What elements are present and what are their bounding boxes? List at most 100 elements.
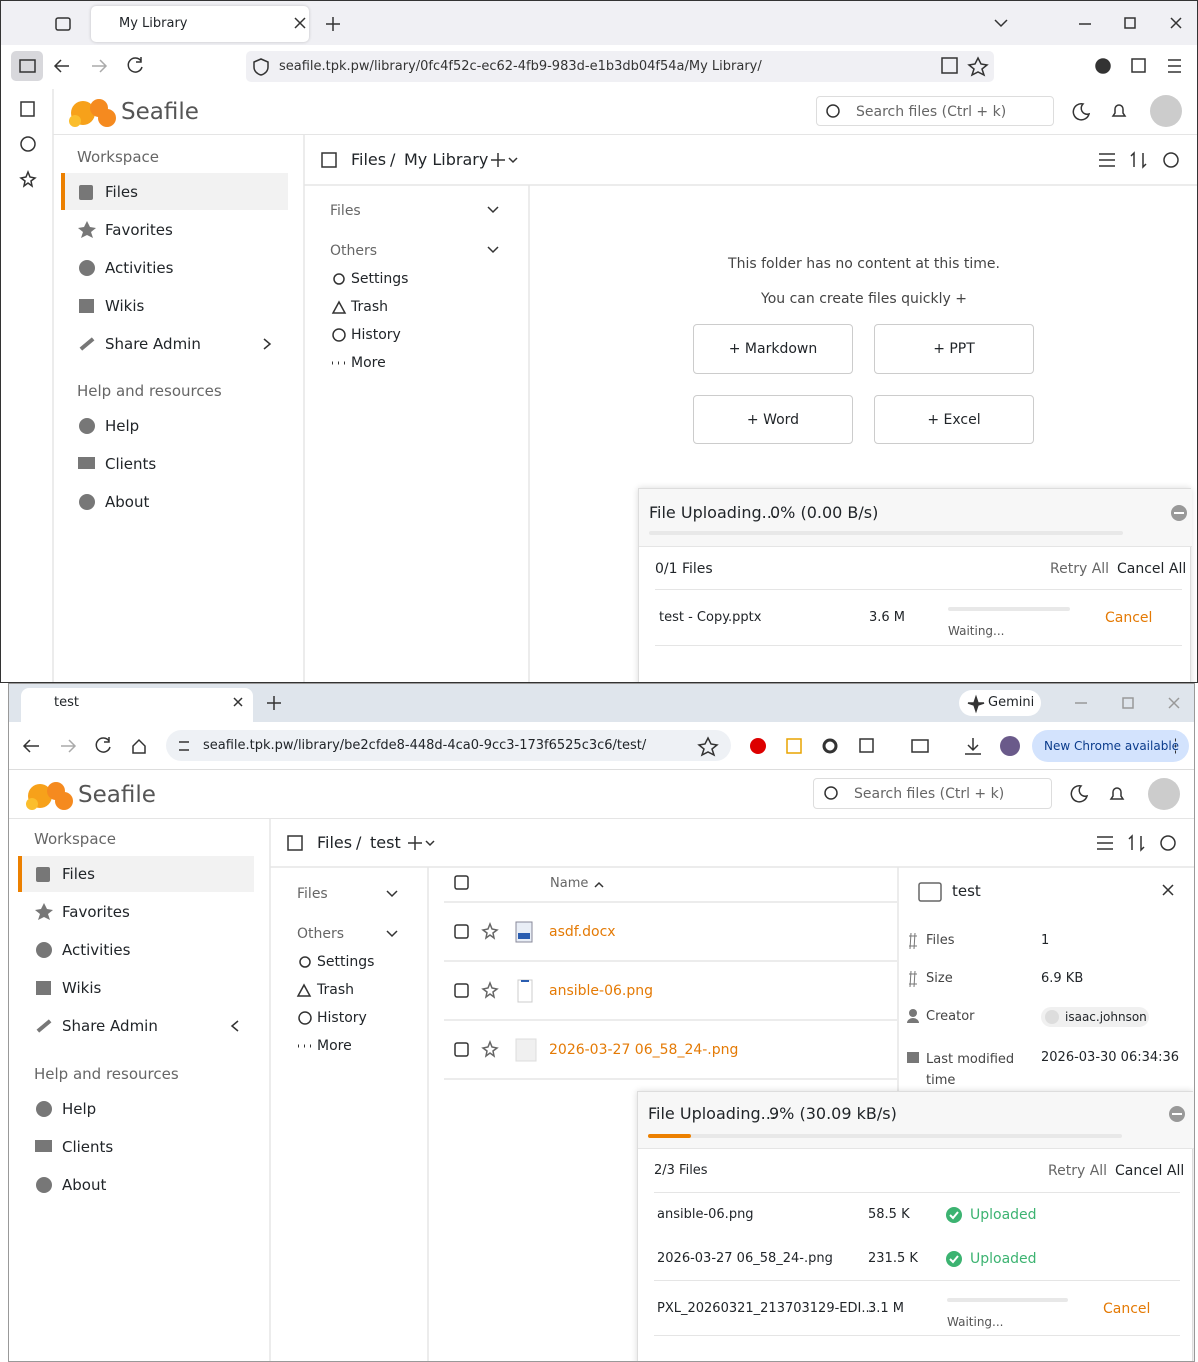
checkbox[interactable] <box>454 1042 469 1057</box>
theme-icon[interactable] <box>1070 785 1089 803</box>
tree-item[interactable]: History <box>317 1010 367 1026</box>
menu-icon[interactable] <box>1175 738 1176 754</box>
sort-icon[interactable] <box>1128 834 1145 852</box>
search-placeholder[interactable]: Search files (Ctrl + k) <box>854 786 1005 802</box>
tab[interactable] <box>91 6 309 42</box>
tree-item[interactable]: Settings <box>351 271 409 287</box>
chevron[interactable] <box>263 186 499 350</box>
tree-item[interactable]: History <box>351 327 401 343</box>
update-pill[interactable] <box>1032 730 1189 762</box>
nav-item[interactable]: Activities <box>105 259 174 277</box>
search-placeholder[interactable]: Search files (Ctrl + k) <box>856 104 1007 120</box>
checkbox[interactable] <box>454 983 469 998</box>
download-icon[interactable] <box>965 738 981 755</box>
new-tab-icon[interactable] <box>267 696 281 710</box>
nav-item[interactable]: Wikis <box>105 297 145 315</box>
tab[interactable] <box>21 688 253 722</box>
update-label[interactable]: New Chrome available <box>1044 739 1180 753</box>
url[interactable]: seafile.tpk.pw/library/0fc4f52c-ec62-4fb… <box>279 59 762 74</box>
cancel-all[interactable]: Cancel All <box>1115 1163 1185 1179</box>
breadcrumb-root[interactable]: Files <box>317 833 353 852</box>
nav-item[interactable]: Help <box>105 417 140 435</box>
nav-item[interactable]: Clients <box>105 455 157 473</box>
history-icon[interactable] <box>20 136 36 152</box>
add-icon[interactable] <box>408 836 435 850</box>
sort-icon[interactable] <box>1130 151 1147 169</box>
star-button[interactable] <box>481 1039 499 1058</box>
sort-caret[interactable] <box>594 881 604 888</box>
close-window-icon[interactable] <box>1168 697 1180 709</box>
back-icon[interactable] <box>53 59 69 73</box>
star-button[interactable] <box>481 921 499 940</box>
extensions-icon[interactable] <box>1131 58 1146 73</box>
reload-icon[interactable] <box>95 737 111 753</box>
tree-item[interactable]: More <box>351 355 386 371</box>
nav-item[interactable]: About <box>62 1176 107 1194</box>
nav-item[interactable]: Help <box>62 1100 97 1118</box>
nav-item[interactable]: Files <box>105 183 138 201</box>
tree-heading[interactable]: Others <box>297 926 345 942</box>
detail-value[interactable]: isaac.johnson <box>1065 1010 1147 1024</box>
retry-all[interactable]: Retry All <box>1048 1163 1108 1179</box>
close-icon[interactable] <box>233 697 243 707</box>
extensions-icon[interactable] <box>859 738 874 753</box>
retry-all[interactable]: Retry All <box>1050 561 1110 577</box>
star-button[interactable] <box>481 980 499 999</box>
breadcrumb-current[interactable]: My Library <box>404 150 489 169</box>
tree-item[interactable]: More <box>317 1038 352 1054</box>
close-window-icon[interactable] <box>1170 17 1182 29</box>
nav-item[interactable]: About <box>105 493 150 511</box>
nav-item[interactable]: Share Admin <box>105 335 201 353</box>
cancel-all[interactable]: Cancel All <box>1117 561 1187 577</box>
icon[interactable] <box>20 101 35 117</box>
create-button[interactable]: + Markdown <box>693 324 853 374</box>
sidebar-button[interactable] <box>11 51 43 81</box>
extension-icon[interactable] <box>822 738 838 754</box>
tree-heading[interactable]: Others <box>330 243 378 259</box>
nav-item[interactable]: Favorites <box>62 903 130 921</box>
site-info-icon[interactable] <box>179 741 189 751</box>
nav-item[interactable]: Favorites <box>105 221 173 239</box>
search-box[interactable] <box>816 96 1054 126</box>
add-icon[interactable] <box>491 153 518 167</box>
info-icon[interactable] <box>1160 835 1176 851</box>
search-box[interactable] <box>813 778 1052 809</box>
nav-item[interactable]: Files <box>62 865 95 883</box>
icon[interactable] <box>321 152 337 168</box>
info-icon[interactable] <box>1163 152 1179 168</box>
minimize-button[interactable] <box>1169 503 1189 523</box>
icon[interactable] <box>941 57 958 74</box>
nav-item[interactable]: Wikis <box>62 979 102 997</box>
create-button[interactable]: + Excel <box>874 395 1034 444</box>
nav-item[interactable]: Activities <box>62 941 131 959</box>
profile-avatar[interactable] <box>1000 736 1020 756</box>
file-name[interactable]: ansible-06.png <box>549 983 653 999</box>
back-icon[interactable] <box>22 739 39 753</box>
column-header[interactable]: Name <box>550 876 589 891</box>
tree-heading[interactable]: Files <box>297 886 328 902</box>
breadcrumb-root[interactable]: Files <box>351 150 387 169</box>
new-tab-icon[interactable] <box>326 17 340 31</box>
avatar[interactable] <box>1150 95 1182 127</box>
tree-item[interactable]: Settings <box>317 954 375 970</box>
close-details[interactable] <box>1162 884 1174 896</box>
list-view-icon[interactable] <box>1099 153 1115 167</box>
extension-icon[interactable] <box>786 738 802 754</box>
file-name[interactable]: 2026-03-27 06_58_24-.png <box>549 1042 739 1058</box>
extension-icon[interactable] <box>750 738 766 754</box>
menu-icon[interactable] <box>1168 59 1181 73</box>
star-icon[interactable] <box>697 736 719 757</box>
list-view-icon[interactable] <box>1097 836 1113 850</box>
checkbox[interactable] <box>454 924 469 939</box>
nav-item[interactable]: Clients <box>62 1138 114 1156</box>
file-name[interactable]: asdf.docx <box>549 924 616 940</box>
icon[interactable] <box>287 835 303 851</box>
breadcrumb-current[interactable]: test <box>370 833 401 852</box>
create-button[interactable]: + Word <box>693 395 853 444</box>
cancel-link[interactable]: Cancel <box>1103 1301 1151 1317</box>
icon[interactable] <box>1095 58 1111 74</box>
avatar[interactable] <box>1148 778 1180 810</box>
select-all-checkbox[interactable] <box>454 875 469 890</box>
cancel-link[interactable]: Cancel <box>1105 610 1153 626</box>
logo[interactable]: Seafile <box>121 99 199 125</box>
